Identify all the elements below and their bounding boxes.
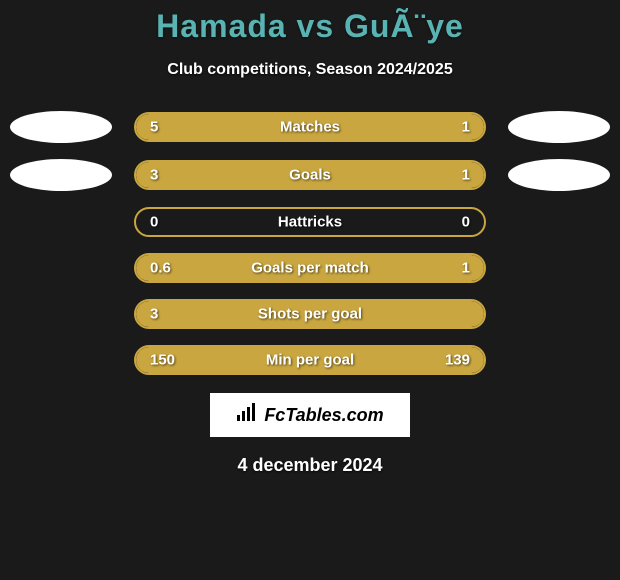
stat-value-right: 1 bbox=[462, 167, 470, 184]
stat-row: 0.6 Goals per match 1 bbox=[0, 253, 620, 283]
stat-row: 3 Goals 1 bbox=[0, 159, 620, 191]
page-title: Hamada vs GuÃ¨ye bbox=[0, 8, 620, 45]
stat-bar: 3 Shots per goal bbox=[134, 299, 486, 329]
stat-value-left: 150 bbox=[150, 352, 175, 369]
stat-value-right: 0 bbox=[462, 214, 470, 231]
stat-value-left: 5 bbox=[150, 119, 158, 136]
bar-fill-left bbox=[136, 162, 397, 188]
subtitle: Club competitions, Season 2024/2025 bbox=[0, 61, 620, 79]
player-oval-left bbox=[10, 159, 112, 191]
stat-bar: 0 Hattricks 0 bbox=[134, 207, 486, 237]
stat-label: Goals per match bbox=[251, 260, 369, 277]
stat-row: 5 Matches 1 bbox=[0, 111, 620, 143]
player-oval-right bbox=[508, 159, 610, 191]
bar-fill-right bbox=[397, 162, 484, 188]
stat-label: Hattricks bbox=[278, 214, 342, 231]
stat-value-right: 1 bbox=[462, 260, 470, 277]
stat-value-left: 0.6 bbox=[150, 260, 171, 277]
stat-row: 0 Hattricks 0 bbox=[0, 207, 620, 237]
date-label: 4 december 2024 bbox=[0, 455, 620, 476]
stat-row: 3 Shots per goal bbox=[0, 299, 620, 329]
stat-row: 150 Min per goal 139 bbox=[0, 345, 620, 375]
stat-value-left: 3 bbox=[150, 306, 158, 323]
stat-value-left: 3 bbox=[150, 167, 158, 184]
bar-fill-right bbox=[425, 114, 484, 140]
stat-value-left: 0 bbox=[150, 214, 158, 231]
footer-logo: FcTables.com bbox=[210, 393, 410, 437]
stat-label: Matches bbox=[280, 119, 340, 136]
stat-bar: 3 Goals 1 bbox=[134, 160, 486, 190]
stat-label: Shots per goal bbox=[258, 306, 362, 323]
chart-icon bbox=[236, 403, 258, 428]
stat-bar: 150 Min per goal 139 bbox=[134, 345, 486, 375]
stats-list: 5 Matches 1 3 Goals 1 0 Hattricks 0 0.6 Goals per … bbox=[0, 111, 620, 375]
stat-value-right: 1 bbox=[462, 119, 470, 136]
stat-value-right: 139 bbox=[445, 352, 470, 369]
stat-label: Goals bbox=[289, 167, 331, 184]
stat-bar: 0.6 Goals per match 1 bbox=[134, 253, 486, 283]
player-oval-right bbox=[508, 111, 610, 143]
stat-label: Min per goal bbox=[266, 352, 354, 369]
player-oval-left bbox=[10, 111, 112, 143]
logo-text: FcTables.com bbox=[264, 405, 383, 426]
comparison-card: Hamada vs GuÃ¨ye Club competitions, Seas… bbox=[0, 0, 620, 476]
stat-bar: 5 Matches 1 bbox=[134, 112, 486, 142]
